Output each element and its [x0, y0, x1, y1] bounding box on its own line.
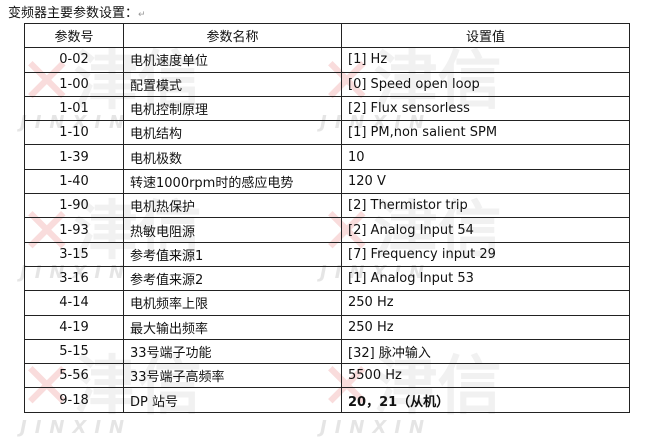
document-heading: 变频器主要参数设置：↵	[8, 6, 146, 21]
param-id-cell: 1-10	[24, 120, 124, 146]
setting-value-cell: [0] Speed open loop	[341, 71, 630, 97]
param-name-cell: 33号端子高频率	[123, 363, 342, 389]
table-row: 3-15 参考值来源1 [7] Frequency input 29	[24, 241, 630, 267]
table-row: 5-15 33号端子功能 [32] 脉冲输入	[24, 338, 630, 365]
header-param-name: 参数名称	[123, 22, 342, 49]
setting-value-cell: 250 Hz	[341, 314, 630, 340]
table-row: 1-01 电机控制原理 [2] Flux sensorless	[24, 95, 630, 122]
table-header-row: 参数号 参数名称 设置值	[24, 22, 630, 49]
setting-value-cell: 20，21（从机）	[341, 387, 630, 413]
table-row: 9-18 DP 站号 20，21（从机）	[24, 387, 630, 413]
setting-value-cell: [2] Thermistor trip	[341, 193, 630, 219]
param-id-cell: 5-56	[24, 363, 124, 389]
table-row: 4-19 最大输出频率 250 Hz	[24, 314, 630, 340]
param-name-cell: 转速1000rpm时的感应电势	[123, 168, 342, 195]
param-name-cell: 参考值来源1	[123, 241, 342, 267]
param-name-cell: 电机结构	[123, 120, 342, 146]
setting-value-cell: [1] Analog Input 53	[341, 265, 630, 292]
param-id-cell: 1-93	[24, 217, 124, 243]
param-id-cell: 1-40	[24, 168, 124, 195]
header-param-id: 参数号	[24, 22, 124, 49]
setting-value-cell: [1] Hz	[341, 47, 630, 73]
setting-value-cell: 10	[341, 144, 630, 170]
param-name-cell: 电机极数	[123, 144, 342, 170]
table-row: 5-56 33号端子高频率 5500 Hz	[24, 363, 630, 389]
setting-value-cell: [2] Flux sensorless	[341, 95, 630, 122]
param-id-cell: 1-90	[24, 193, 124, 219]
table-row: 1-40 转速1000rpm时的感应电势 120 V	[24, 168, 630, 195]
setting-value-cell: [2] Analog Input 54	[341, 217, 630, 243]
setting-value-cell: [7] Frequency input 29	[341, 241, 630, 267]
param-id-cell: 0-02	[24, 47, 124, 73]
param-id-cell: 4-14	[24, 290, 124, 316]
param-name-cell: 热敏电阻源	[123, 217, 342, 243]
param-id-cell: 3-16	[24, 265, 124, 292]
param-id-cell: 4-19	[24, 314, 124, 340]
table-row: 0-02 电机速度单位 [1] Hz	[24, 47, 630, 73]
param-name-cell: 电机频率上限	[123, 290, 342, 316]
table-row: 1-93 热敏电阻源 [2] Analog Input 54	[24, 217, 630, 243]
param-name-cell: 最大输出频率	[123, 314, 342, 340]
param-name-cell: 33号端子功能	[123, 338, 342, 365]
param-id-cell: 1-01	[24, 95, 124, 122]
param-name-cell: DP 站号	[123, 387, 342, 413]
param-id-cell: 5-15	[24, 338, 124, 365]
param-id-cell: 9-18	[24, 387, 124, 413]
param-id-cell: 1-00	[24, 71, 124, 97]
table-row: 4-14 电机频率上限 250 Hz	[24, 290, 630, 316]
param-name-cell: 电机速度单位	[123, 47, 342, 73]
setting-value-cell: 5500 Hz	[341, 363, 630, 389]
setting-value-cell: [32] 脉冲输入	[341, 338, 630, 365]
param-name-cell: 电机热保护	[123, 193, 342, 219]
setting-value-cell: 120 V	[341, 168, 630, 195]
header-setting-value: 设置值	[341, 22, 630, 49]
param-name-cell: 电机控制原理	[123, 95, 342, 122]
setting-value-cell: 250 Hz	[341, 290, 630, 316]
parameter-table: 参数号 参数名称 设置值 0-02 电机速度单位 [1] Hz 1-00 配置模式 [0]…	[24, 22, 630, 413]
setting-value-cell: [1] PM,non salient SPM	[341, 120, 630, 146]
param-id-cell: 1-39	[24, 144, 124, 170]
table-row: 3-16 参考值来源2 [1] Analog Input 53	[24, 265, 630, 292]
param-name-cell: 配置模式	[123, 71, 342, 97]
param-id-cell: 3-15	[24, 241, 124, 267]
table-row: 1-10 电机结构 [1] PM,non salient SPM	[24, 120, 630, 146]
param-name-cell: 参考值来源2	[123, 265, 342, 292]
table-row: 1-00 配置模式 [0] Speed open loop	[24, 71, 630, 97]
table-row: 1-39 电机极数 10	[24, 144, 630, 170]
table-row: 1-90 电机热保护 [2] Thermistor trip	[24, 193, 630, 219]
